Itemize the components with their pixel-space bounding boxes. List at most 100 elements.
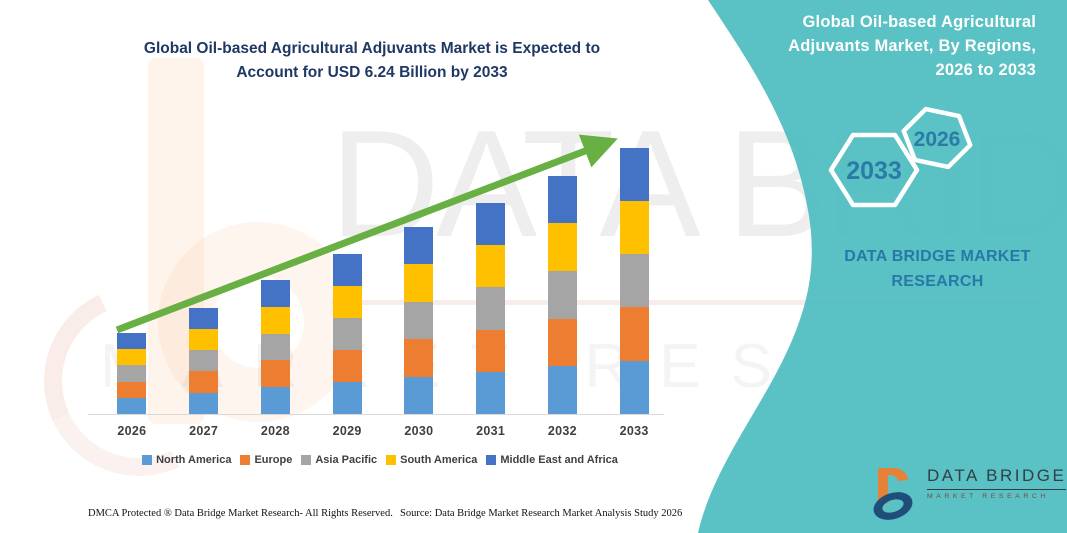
bar-slot-2027: [168, 120, 240, 414]
segment-2028-middle-east-and-africa: [260, 280, 290, 307]
footer-copyright: DMCA Protected ® Data Bridge Market Rese…: [88, 508, 393, 519]
segment-2026-south-america: [117, 349, 147, 366]
right-title-line3: 2026 to 2033: [935, 61, 1036, 79]
segment-2026-asia-pacific: [117, 365, 147, 382]
segment-2030-south-america: [404, 264, 434, 302]
hexagon-2026: [901, 106, 973, 170]
x-axis-line: [88, 414, 664, 415]
right-panel-title: Global Oil-based Agricultural Adjuvants …: [740, 10, 1036, 82]
logo-subtext: MARKET RESEARCH: [927, 493, 1049, 500]
x-axis-labels: 2026 2027 2028 2029 2030 2031 2032 2033: [96, 424, 670, 438]
segment-2029-north-america: [332, 382, 362, 414]
stacked-bar-2031: [476, 203, 506, 414]
chart-title-line2: Account for USD 6.24 Billion by 2033: [236, 64, 508, 81]
segment-2031-north-america: [476, 371, 506, 414]
brand-caption: DATA BRIDGE MARKET RESEARCH: [795, 244, 1067, 294]
segment-2030-north-america: [404, 376, 434, 414]
segment-2028-europe: [260, 360, 290, 388]
segment-2030-middle-east-and-africa: [404, 226, 434, 264]
brand-caption-line2: RESEARCH: [891, 273, 984, 290]
x-label-2028: 2028: [260, 424, 290, 438]
legend-label: Middle East and Africa: [500, 454, 618, 466]
legend-item-middle-east-and-africa: Middle East and Africa: [486, 454, 618, 466]
stacked-bar-2027: [189, 307, 219, 414]
segment-2031-south-america: [476, 245, 506, 288]
segment-2031-middle-east-and-africa: [476, 203, 506, 246]
bar-slot-2030: [383, 120, 455, 414]
legend-label: Asia Pacific: [315, 454, 378, 466]
chart-title-line1: Global Oil-based Agricultural Adjuvants …: [143, 40, 601, 57]
segment-2027-asia-pacific: [189, 350, 219, 372]
segment-2033-north-america: [619, 360, 649, 414]
segment-2030-asia-pacific: [404, 301, 434, 339]
logo-wordmark: DATA BRIDGE: [927, 466, 1067, 490]
company-logo-icon: [873, 467, 913, 520]
segment-2027-south-america: [189, 328, 219, 351]
segment-2033-asia-pacific: [619, 254, 649, 308]
legend-item-south-america: South America: [386, 454, 477, 466]
segment-2026-north-america: [117, 397, 147, 414]
bar-slot-2032: [527, 120, 599, 414]
legend-label: Europe: [254, 454, 293, 466]
segment-2029-south-america: [332, 286, 362, 318]
segment-2032-asia-pacific: [547, 270, 577, 319]
legend-item-asia-pacific: Asia Pacific: [301, 454, 377, 466]
legend-label: North America: [156, 454, 232, 466]
legend-marker: [142, 455, 153, 465]
chart-area: [96, 120, 670, 414]
legend-label: South America: [400, 454, 478, 466]
x-label-2033: 2033: [619, 424, 649, 438]
segment-2028-south-america: [260, 306, 290, 334]
bar-slot-2026: [96, 120, 168, 414]
segment-2033-south-america: [619, 200, 649, 255]
legend-item-europe: Europe: [240, 454, 292, 466]
segment-2030-europe: [404, 339, 434, 377]
hexagon-2026-label: 2026: [914, 128, 961, 151]
stacked-bar-2028: [260, 280, 290, 414]
segment-2032-middle-east-and-africa: [547, 175, 577, 224]
x-label-2027: 2027: [189, 424, 219, 438]
bar-slot-2031: [455, 120, 527, 414]
legend-marker: [301, 455, 312, 465]
legend-marker: [240, 455, 251, 465]
segment-2028-asia-pacific: [260, 333, 290, 361]
segment-2027-middle-east-and-africa: [189, 307, 219, 329]
company-logo-text: DATA BRIDGE MARKET RESEARCH: [927, 466, 1067, 500]
x-label-2032: 2032: [547, 424, 577, 438]
segment-2028-north-america: [260, 387, 290, 414]
hexagon-2033-label: 2033: [846, 157, 902, 185]
x-label-2031: 2031: [476, 424, 506, 438]
segment-2029-middle-east-and-africa: [332, 254, 362, 286]
right-title-line2: Adjuvants Market, By Regions,: [788, 37, 1036, 55]
segment-2032-north-america: [547, 366, 577, 414]
legend-marker: [386, 455, 397, 465]
segment-2027-north-america: [189, 392, 219, 414]
bar-slot-2033: [598, 120, 670, 414]
footer-source: Source: Data Bridge Market Research Mark…: [400, 508, 683, 519]
legend-item-north-america: North America: [142, 454, 231, 466]
segment-2032-south-america: [547, 223, 577, 271]
stacked-bar-2029: [332, 254, 362, 414]
legend-marker: [486, 455, 497, 465]
chart-title: Global Oil-based Agricultural Adjuvants …: [60, 37, 684, 85]
x-label-2030: 2030: [404, 424, 434, 438]
segment-2032-europe: [547, 318, 577, 367]
stacked-bar-2026: [117, 333, 147, 414]
segment-2027-europe: [189, 371, 219, 393]
segment-2029-asia-pacific: [332, 318, 362, 350]
segment-2033-europe: [619, 307, 649, 361]
company-logo: DATA BRIDGE MARKET RESEARCH: [868, 466, 1067, 520]
bar-slot-2028: [240, 120, 312, 414]
segment-2026-europe: [117, 381, 147, 398]
x-label-2029: 2029: [332, 424, 362, 438]
right-title-line1: Global Oil-based Agricultural: [802, 13, 1036, 31]
stacked-bar-2032: [547, 175, 577, 414]
stacked-bar-2033: [619, 147, 649, 414]
hexagon-badges: 2033 2026: [828, 106, 973, 208]
segment-2033-middle-east-and-africa: [619, 147, 649, 201]
chart-legend: North America Europe Asia Pacific South Ame…: [80, 454, 680, 466]
brand-caption-line1: DATA BRIDGE MARKET: [844, 248, 1031, 265]
segment-2031-europe: [476, 329, 506, 372]
x-label-2026: 2026: [117, 424, 147, 438]
